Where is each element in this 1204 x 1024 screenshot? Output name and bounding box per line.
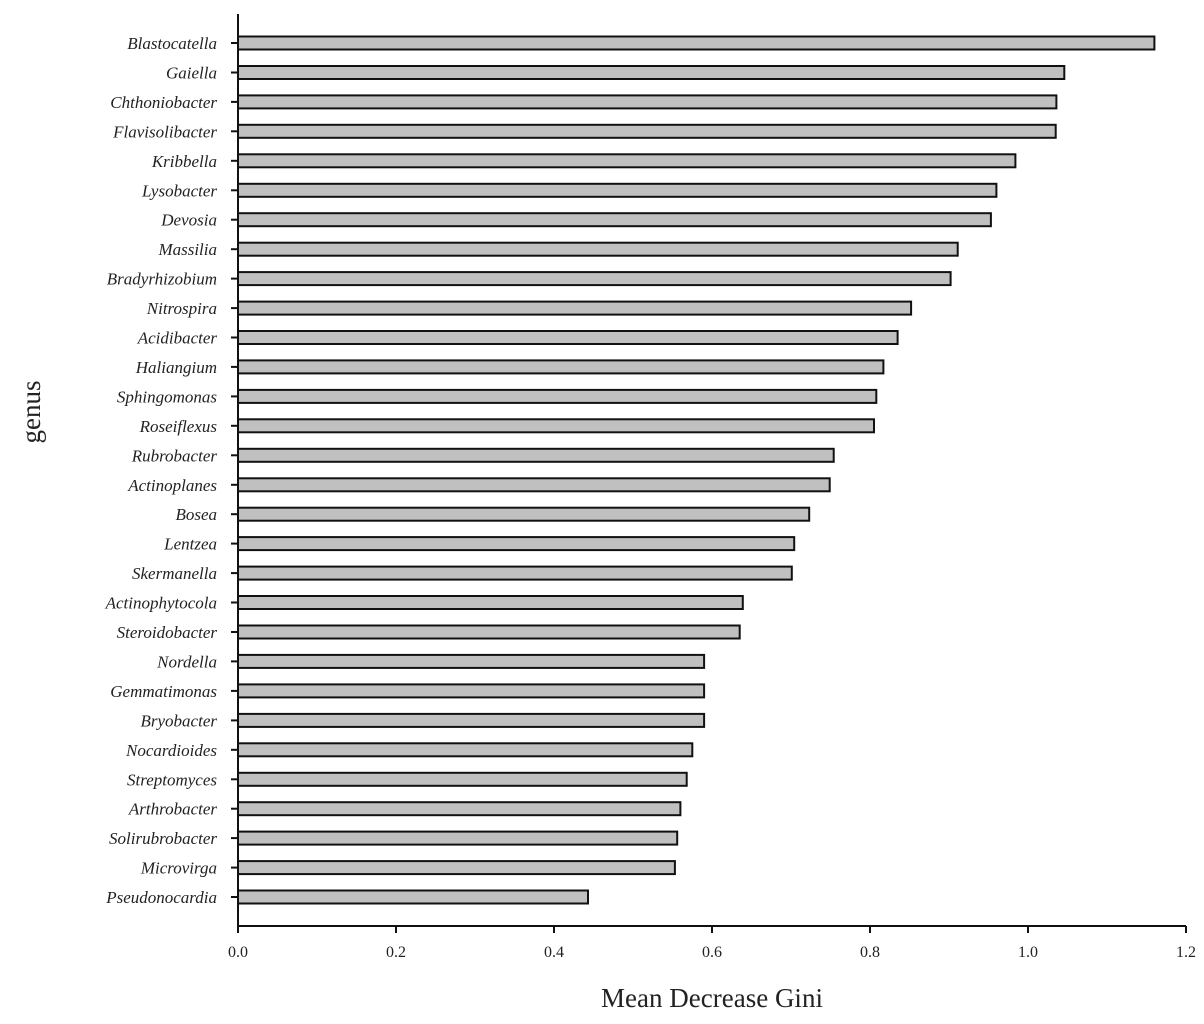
category-label-acidibacter: Acidibacter [137,329,218,348]
x-ticks: 0.0 0.2 0.4 0.6 0.8 1.0 1.2 [228,926,1196,961]
bar-devosia [237,212,992,228]
category-label-bradyrhizobium: Bradyrhizobium [107,270,217,289]
x-tick-label: 1.0 [1018,944,1038,961]
x-axis-title: Mean Decrease Gini [601,983,823,1013]
x-tick-label: 0.8 [860,944,880,961]
category-label-roseiflexus: Roseiflexus [139,417,218,436]
category-label-rubrobacter: Rubrobacter [131,446,218,465]
bar-blastocatella [237,35,1156,51]
category-label-kribbella: Kribbella [151,152,217,171]
bar-nitrospira [237,300,913,316]
bar-bradyrhizobium [237,271,952,287]
axes-layer [237,14,1186,927]
bar-sphingomonas [237,388,878,404]
category-label-nitrospira: Nitrospira [146,299,217,318]
category-label-gemmatimonas: Gemmatimonas [110,682,217,701]
bar-massilia [237,241,959,257]
category-label-gaiella: Gaiella [166,64,217,83]
category-label-solirubrobacter: Solirubrobacter [109,829,217,848]
x-tick-label: 0.4 [544,944,564,961]
category-label-actinophytocola: Actinophytocola [105,594,217,613]
bar-skermanella [237,565,793,581]
category-label-blastocatella: Blastocatella [127,34,217,53]
bar-microvirga [237,860,676,876]
category-label-massilia: Massilia [157,240,217,259]
bar-bosea [237,506,811,522]
bar-nocardioides [237,742,694,758]
category-label-bryobacter: Bryobacter [141,711,218,730]
bar-streptomyces [237,771,688,787]
category-label-actinoplanes: Actinoplanes [127,476,217,495]
x-tick-label: 0.6 [702,944,722,961]
category-label-microvirga: Microvirga [140,859,217,878]
category-label-steroidobacter: Steroidobacter [117,623,218,642]
bar-flavisolibacter [237,123,1057,139]
category-label-nocardioides: Nocardioides [125,741,217,760]
category-labels: Blastocatella Gaiella Chthoniobacter Flavis… [105,34,238,907]
x-tick-label: 0.2 [386,944,406,961]
x-tick-label: 0.0 [228,944,248,961]
category-label-nordella: Nordella [156,652,217,671]
bar-pseudonocardia [237,889,589,905]
bars-layer [237,35,1156,905]
bar-solirubrobacter [237,830,679,846]
category-label-lysobacter: Lysobacter [141,181,217,200]
bar-lentzea [237,536,796,552]
bar-arthrobacter [237,801,682,817]
bar-actinophytocola [237,595,744,610]
category-label-pseudonocardia: Pseudonocardia [105,888,217,907]
bar-roseiflexus [237,418,875,434]
bar-bryobacter [237,712,706,728]
category-label-devosia: Devosia [160,211,217,230]
x-tick-label: 1.2 [1176,944,1196,961]
bar-actinoplanes [237,477,831,493]
bar-gemmatimonas [237,683,706,699]
category-label-sphingomonas: Sphingomonas [117,387,218,406]
bar-gaiella [237,65,1066,80]
category-label-arthrobacter: Arthrobacter [128,800,218,819]
bar-kribbella [237,153,1017,169]
bar-acidibacter [237,330,899,345]
category-label-haliangium: Haliangium [135,358,217,377]
bar-steroidobacter [237,624,741,640]
y-axis-title: genus [16,381,46,444]
bar-chthoniobacter [237,94,1058,110]
bar-haliangium [237,359,885,375]
category-label-bosea: Bosea [175,505,217,524]
category-label-streptomyces: Streptomyces [127,770,217,789]
category-label-lentzea: Lentzea [163,535,217,554]
category-label-flavisolibacter: Flavisolibacter [112,122,217,141]
bar-rubrobacter [237,447,835,463]
category-label-chthoniobacter: Chthoniobacter [110,93,217,112]
category-label-skermanella: Skermanella [132,564,217,583]
bar-nordella [237,653,706,669]
bar-lysobacter [237,182,998,198]
